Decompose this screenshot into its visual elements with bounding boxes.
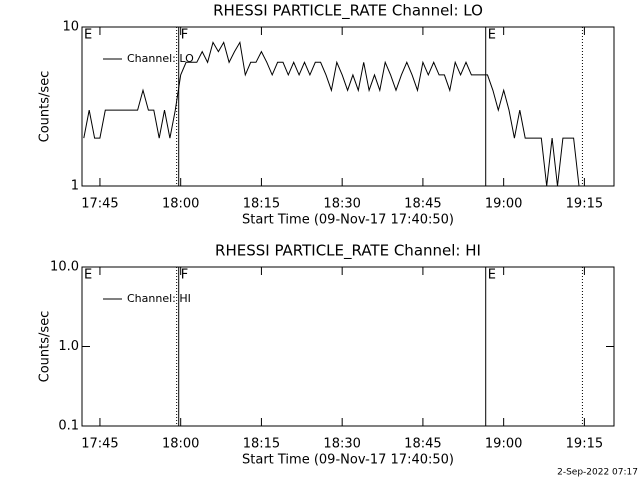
- plot-frame: [81, 26, 615, 187]
- flag-label: E: [84, 28, 92, 43]
- x-tick-label: 17:45: [81, 437, 118, 452]
- flag-label: E: [488, 28, 496, 43]
- y-tick-label: 1.0: [58, 339, 79, 354]
- x-tick-label: 19:15: [566, 197, 603, 212]
- x-tick-label: 19:15: [566, 437, 603, 452]
- x-axis-label: Start Time (09-Nov-17 17:40:50): [242, 453, 454, 468]
- legend-label: Channel: LO: [127, 52, 194, 65]
- chart-title: RHESSI PARTICLE_RATE Channel: HI: [215, 242, 481, 261]
- x-tick-label: 18:00: [162, 437, 199, 452]
- y-axis-label: Counts/sec: [38, 311, 53, 383]
- y-tick-label: 0.1: [58, 419, 79, 434]
- y-tick-label: 10.0: [50, 260, 79, 275]
- x-tick-label: 18:45: [404, 197, 441, 212]
- legend-label: Channel: HI: [127, 292, 191, 305]
- y-axis-label: Counts/sec: [38, 71, 53, 143]
- x-axis-label: Start Time (09-Nov-17 17:40:50): [242, 213, 454, 228]
- flag-label: E: [84, 268, 92, 283]
- y-tick-label: 10: [62, 20, 79, 35]
- x-tick-label: 18:30: [323, 437, 360, 452]
- y-tick-label: 1: [71, 179, 79, 194]
- x-tick-label: 19:00: [485, 437, 522, 452]
- x-tick-label: 18:45: [404, 437, 441, 452]
- plot-frame: [81, 266, 615, 427]
- data-line: [83, 40, 580, 187]
- x-tick-label: 18:30: [323, 197, 360, 212]
- x-tick-label: 18:15: [243, 197, 280, 212]
- flag-label: F: [181, 28, 188, 43]
- x-tick-label: 18:00: [162, 197, 199, 212]
- x-tick-label: 17:45: [81, 197, 118, 212]
- chart-title: RHESSI PARTICLE_RATE Channel: LO: [213, 2, 483, 21]
- x-tick-label: 18:15: [243, 437, 280, 452]
- x-tick-label: 19:00: [485, 197, 522, 212]
- footer: 2-Sep-2022 07:17: [557, 468, 638, 478]
- flag-label: F: [181, 268, 188, 283]
- flag-label: E: [488, 268, 496, 283]
